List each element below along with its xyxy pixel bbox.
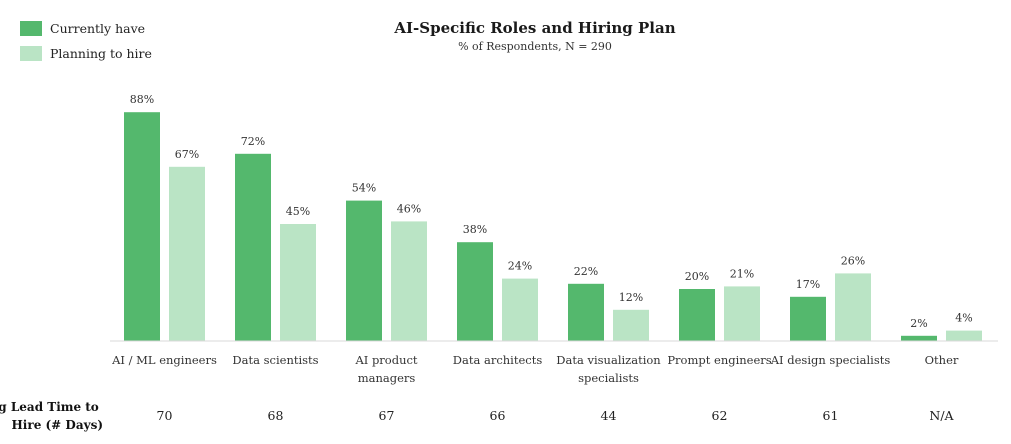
lead-time-value-data-visualization-specialists: 44 xyxy=(601,408,617,423)
chart-subtitle: % of Respondents, N = 290 xyxy=(458,40,612,53)
data-label-data-scientists-currently-have: 72% xyxy=(241,135,265,148)
legend: Currently have Planning to hire xyxy=(20,21,152,61)
value-labels-layer: 88% 67% 72% 45% 54% 46% 38% 24% 22% 12% 20% 21% 17% 2… xyxy=(130,93,973,330)
category-label-line: Data architects xyxy=(453,353,543,367)
bar-other-planning-to-hire xyxy=(946,330,982,341)
data-label-data-visualization-specialists-planning-to-hire: 12% xyxy=(619,291,643,304)
category-label-data-architects: Data architects xyxy=(453,353,543,367)
bars-layer xyxy=(124,112,982,341)
data-label-data-architects-currently-have: 38% xyxy=(463,223,487,236)
legend-swatch-planning-to-hire xyxy=(20,46,42,61)
category-labels-layer: AI / ML engineers Data scientists AI produ… xyxy=(111,353,959,385)
category-label-ai-ml-engineers: AI / ML engineers xyxy=(111,353,217,367)
category-label-line: Data visualization xyxy=(556,353,661,367)
bar-data-architects-planning-to-hire xyxy=(502,278,538,341)
category-label-line: specialists xyxy=(578,371,639,385)
data-label-prompt-engineers-planning-to-hire: 21% xyxy=(730,267,754,280)
bar-prompt-engineers-planning-to-hire xyxy=(724,286,760,341)
category-label-line: Data scientists xyxy=(232,353,318,367)
legend-swatch-currently-have xyxy=(20,21,42,36)
legend-label-planning-to-hire: Planning to hire xyxy=(50,46,152,61)
category-label-other: Other xyxy=(925,353,959,367)
category-label-line: Other xyxy=(925,353,959,367)
bar-ai-ml-engineers-currently-have xyxy=(124,112,160,341)
lead-time-value-ai-product-managers: 67 xyxy=(379,408,395,423)
bar-data-visualization-specialists-planning-to-hire xyxy=(613,309,649,341)
bar-data-scientists-planning-to-hire xyxy=(280,224,316,341)
data-label-ai-ml-engineers-planning-to-hire: 67% xyxy=(175,148,199,161)
bar-ai-design-specialists-currently-have xyxy=(790,296,826,341)
lead-time-value-prompt-engineers: 62 xyxy=(712,408,728,423)
bar-ai-ml-engineers-planning-to-hire xyxy=(169,166,205,341)
bar-other-currently-have xyxy=(901,335,937,341)
bar-ai-design-specialists-planning-to-hire xyxy=(835,273,871,341)
category-label-line: managers xyxy=(358,371,416,385)
bar-data-scientists-currently-have xyxy=(235,153,271,341)
bar-prompt-engineers-currently-have xyxy=(679,289,715,341)
data-label-other-currently-have: 2% xyxy=(910,317,927,330)
lead-time-label-line-2: Hire (# Days) xyxy=(11,418,103,432)
lead-time-row-label: Avg Lead Time to Hire (# Days) xyxy=(0,400,103,432)
lead-time-values-layer: 70 68 67 66 44 62 61 N/A xyxy=(157,408,955,423)
category-label-data-scientists: Data scientists xyxy=(232,353,318,367)
lead-time-value-ai-design-specialists: 61 xyxy=(823,408,839,423)
category-label-line: Prompt engineers xyxy=(667,353,771,367)
data-label-data-scientists-planning-to-hire: 45% xyxy=(286,205,310,218)
lead-time-value-data-scientists: 68 xyxy=(268,408,284,423)
legend-label-currently-have: Currently have xyxy=(50,21,145,36)
category-label-ai-product-managers: AI product managers xyxy=(354,353,417,385)
bar-data-visualization-specialists-currently-have xyxy=(568,283,604,341)
data-label-ai-ml-engineers-currently-have: 88% xyxy=(130,93,154,106)
category-label-data-visualization-specialists: Data visualization specialists xyxy=(556,353,661,385)
category-label-line: AI product xyxy=(354,353,417,367)
lead-time-label-line-1: Avg Lead Time to xyxy=(0,400,99,414)
data-label-ai-design-specialists-planning-to-hire: 26% xyxy=(841,254,865,267)
category-label-ai-design-specialists: AI design specialists xyxy=(770,353,891,367)
category-label-line: AI / ML engineers xyxy=(111,353,217,367)
data-label-ai-product-managers-planning-to-hire: 46% xyxy=(397,202,421,215)
data-label-prompt-engineers-currently-have: 20% xyxy=(685,270,709,283)
category-label-line: AI design specialists xyxy=(770,353,891,367)
chart-title: AI-Specific Roles and Hiring Plan xyxy=(393,19,675,37)
data-label-data-architects-planning-to-hire: 24% xyxy=(508,260,532,273)
lead-time-value-ai-ml-engineers: 70 xyxy=(157,408,173,423)
bar-ai-product-managers-planning-to-hire xyxy=(391,221,427,341)
category-label-prompt-engineers: Prompt engineers xyxy=(667,353,771,367)
data-label-other-planning-to-hire: 4% xyxy=(955,312,972,325)
lead-time-value-other: N/A xyxy=(929,408,954,423)
bar-ai-product-managers-currently-have xyxy=(346,200,382,341)
data-label-ai-product-managers-currently-have: 54% xyxy=(352,182,376,195)
data-label-data-visualization-specialists-currently-have: 22% xyxy=(574,265,598,278)
bar-data-architects-currently-have xyxy=(457,242,493,341)
lead-time-value-data-architects: 66 xyxy=(490,408,506,423)
data-label-ai-design-specialists-currently-have: 17% xyxy=(796,278,820,291)
